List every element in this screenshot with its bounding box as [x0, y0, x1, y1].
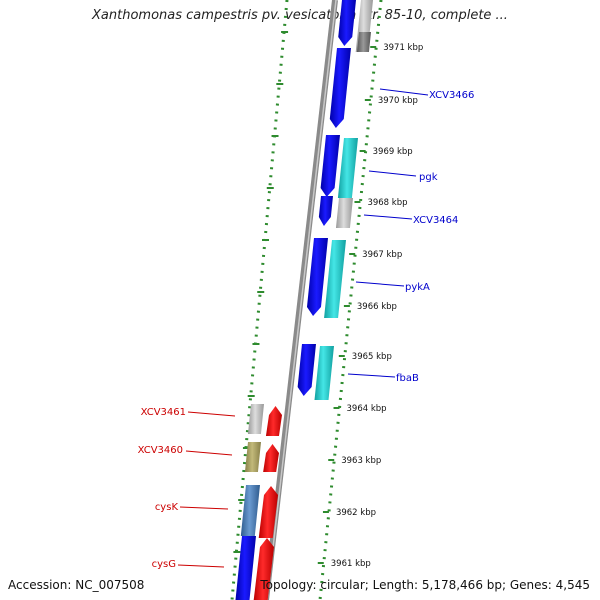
gene-label[interactable]: XCV3460: [138, 445, 183, 456]
scale-tick-label: 3971 kbp: [383, 43, 423, 53]
scale-tick-label: 3970 kbp: [378, 96, 418, 106]
genome-backbone-highlight: [266, 0, 337, 600]
scale-tick-label: 3969 kbp: [373, 147, 413, 157]
scale-tick-label: 3962 kbp: [336, 508, 376, 518]
cds-forward-arrow: [320, 135, 340, 197]
feature-cyan-block: [314, 346, 334, 400]
genome-summary-text: Topology: circular; Length: 5,178,466 bp…: [260, 578, 590, 592]
cds-forward-arrow: [306, 238, 328, 316]
gene-label[interactable]: fbaB: [396, 373, 419, 384]
cds-reverse-arrow: [263, 444, 279, 472]
gene-label[interactable]: XCV3464: [413, 215, 458, 226]
cds-reverse-arrow: [253, 538, 274, 600]
cds-forward-arrow: [338, 0, 356, 46]
cds-forward-arrow: [318, 196, 333, 226]
cds-forward-arrow: [297, 344, 316, 396]
scale-tick-label: 3961 kbp: [331, 559, 371, 569]
label-connector: [379, 88, 429, 96]
label-connector: [368, 170, 417, 177]
gene-label[interactable]: XCV3466: [429, 90, 474, 101]
label-connectors: [177, 88, 429, 568]
left-track-ticks: [233, 31, 289, 553]
accession-text: Accession: NC_007508: [8, 578, 145, 592]
label-connector: [185, 450, 233, 456]
feature-cyan-block: [337, 138, 358, 198]
scale-tick-label: 3967 kbp: [362, 250, 402, 260]
scale-tick-label: 3965 kbp: [352, 352, 392, 362]
feature-gray-block: [247, 404, 264, 434]
cds-reverse-arrow: [258, 486, 278, 538]
feature-olive-block: [244, 442, 261, 472]
feature-dark-block: [356, 32, 371, 52]
label-connector: [347, 373, 396, 378]
label-connector: [179, 506, 229, 510]
cds-reverse-arrow: [265, 406, 282, 436]
scale-labels: 3971 kbp 3970 kbp 3969 kbp 3968 kbp 3967 kbp…: [331, 43, 424, 569]
scale-tick-label: 3966 kbp: [357, 302, 397, 312]
genome-backbone: [263, 0, 338, 600]
scale-tick-label: 3963 kbp: [341, 456, 381, 466]
label-connector: [355, 281, 405, 287]
feature-gray-block: [335, 198, 353, 228]
cds-forward-arrow: [329, 48, 351, 128]
feature-steel-block: [240, 485, 260, 536]
scale-tick-label: 3964 kbp: [347, 404, 387, 414]
feature-cyan-block: [324, 240, 346, 318]
label-connector: [187, 411, 236, 417]
label-connector: [177, 564, 225, 568]
gene-labels: XCV3466 pgk XCV3464 pykA fbaB XCV3461 XCV3460 c…: [138, 90, 475, 570]
gene-label[interactable]: cysK: [155, 502, 179, 513]
label-connector: [363, 214, 413, 220]
cds-forward-block: [235, 536, 256, 600]
gene-label[interactable]: cysG: [152, 559, 176, 570]
map-title: Xanthomonas campestris pv. vesicatoria s…: [92, 8, 508, 23]
scale-ticks: [317, 46, 377, 564]
gene-label[interactable]: pykA: [405, 282, 430, 293]
gene-label[interactable]: pgk: [419, 172, 438, 183]
gene-label[interactable]: XCV3461: [141, 407, 186, 418]
scale-tick-label: 3968 kbp: [367, 198, 407, 208]
gene-features: [235, 0, 373, 600]
